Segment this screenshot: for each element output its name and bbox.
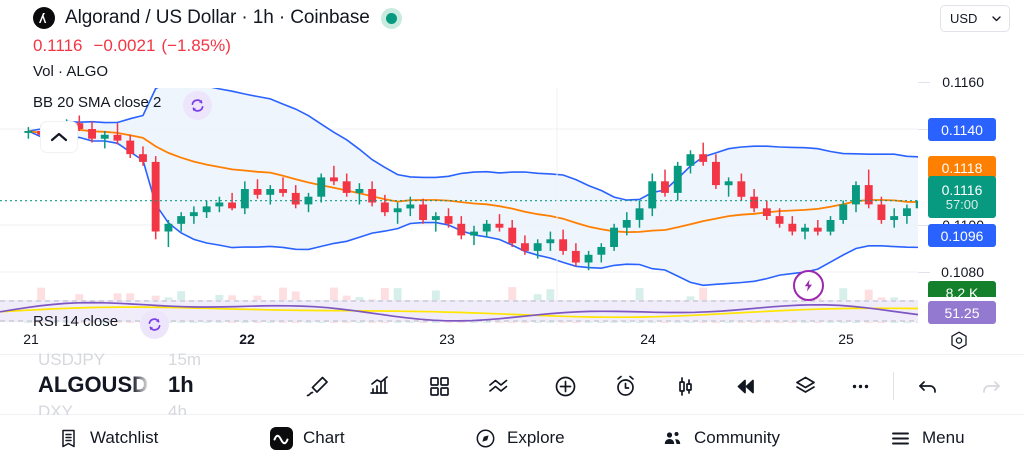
nav-menu-label: Menu: [922, 428, 965, 447]
undo-button[interactable]: [913, 370, 945, 402]
axis-tick-mark: [918, 82, 930, 83]
price-axis-tick: 0.1160: [942, 74, 984, 90]
chart-settings-icon[interactable]: [948, 330, 970, 352]
vertical-gridline: [556, 88, 558, 325]
more-options-button[interactable]: [844, 370, 876, 402]
chart-toolbar: USDJPY ALGOUSD DXY 15m 1h 4h: [0, 350, 1024, 421]
nav-chart[interactable]: Chart: [270, 415, 345, 461]
time-axis-tick: 25: [838, 331, 854, 347]
rsi-value-badge[interactable]: 51.25: [928, 301, 996, 324]
nav-watchlist-label: Watchlist: [90, 428, 159, 447]
sma-price-badge[interactable]: 0.1118: [928, 156, 996, 179]
list-document-icon: [56, 426, 80, 450]
symbol-option-previous[interactable]: USDJPY: [38, 350, 106, 369]
rsi-legend[interactable]: RSI 14 close: [33, 313, 119, 330]
chevrons-icon: [488, 379, 507, 392]
axis-tick-mark: [918, 129, 930, 130]
last-price: 0.1116: [33, 36, 83, 55]
price-change-absolute: −0.0021: [93, 36, 156, 55]
timeframe-option-previous[interactable]: 15m: [168, 350, 202, 369]
time-axis-tick: 24: [640, 331, 656, 347]
nav-menu[interactable]: Menu: [888, 415, 965, 461]
rsi-pane[interactable]: [0, 297, 918, 325]
candlestick-plot: [0, 88, 918, 323]
hamburger-icon: [888, 426, 912, 450]
draw-tools-button[interactable]: [303, 370, 335, 402]
time-axis-tick: 21: [23, 331, 39, 347]
layers-icon: [795, 376, 815, 393]
layouts-button[interactable]: [423, 370, 455, 402]
currency-select[interactable]: USD: [940, 5, 1010, 32]
alarm-clock-icon: [616, 375, 634, 396]
grid-squares-icon: [429, 376, 449, 396]
indicators-button[interactable]: [363, 370, 395, 402]
symbol-header[interactable]: Algorand / US Dollar · 1h · Coinbase: [33, 5, 402, 31]
axis-tick-mark: [918, 225, 930, 226]
toolbar-divider: [893, 372, 894, 400]
time-axis-tick: 23: [439, 331, 455, 347]
symbol-picker[interactable]: USDJPY ALGOUSD DXY: [38, 348, 158, 422]
symbol-title: Algorand / US Dollar · 1h · Coinbase: [65, 7, 370, 28]
alerts-button[interactable]: [609, 370, 641, 402]
algorand-logo-icon: [33, 7, 55, 29]
compass-icon: [473, 426, 497, 450]
nav-explore[interactable]: Explore: [473, 415, 565, 461]
timeframe-picker[interactable]: 15m 1h 4h: [168, 348, 248, 422]
layers-button[interactable]: [789, 370, 821, 402]
nav-watchlist[interactable]: Watchlist: [56, 415, 158, 461]
last-price-badge[interactable]: 0.1116 57:00: [928, 176, 996, 218]
redo-arrow-icon: [982, 380, 1000, 393]
replay-button[interactable]: [729, 370, 761, 402]
bb-upper-price-badge[interactable]: 0.1140: [928, 118, 996, 141]
rsi-plot: [0, 300, 918, 322]
symbol-fade-mask: [132, 370, 150, 402]
bollinger-bands-legend[interactable]: BB 20 SMA close 2: [33, 94, 162, 111]
axis-tick-mark: [918, 272, 930, 273]
bb-lower-price-badge[interactable]: 0.1096: [928, 224, 996, 247]
quote-row: 0.1116 −0.0021 (−1.85%): [33, 36, 231, 56]
price-chart-canvas[interactable]: [0, 88, 918, 325]
chart-header: Algorand / US Dollar · 1h · Coinbase 0.1…: [0, 0, 1024, 88]
currency-label: USD: [950, 11, 978, 26]
price-axis-tick: 0.1080: [941, 264, 984, 280]
chevron-down-icon: [992, 16, 1001, 22]
volume-legend: Vol · ALGO: [33, 63, 109, 80]
lightning-bolt-icon[interactable]: [793, 270, 824, 301]
rewind-icon: [737, 379, 754, 393]
nav-explore-label: Explore: [507, 428, 565, 447]
bar-chart-icon: [369, 375, 388, 394]
nav-chart-label: Chart: [303, 428, 345, 447]
compare-button[interactable]: [483, 370, 515, 402]
time-axis[interactable]: 21 22 23 24 25: [0, 325, 1024, 355]
plus-circle-icon: [555, 376, 575, 396]
redo-button: [973, 370, 1005, 402]
people-icon: [660, 426, 684, 450]
bottom-navigation: Watchlist Chart Explore Community Menu: [0, 415, 1024, 461]
sync-refresh-icon[interactable]: [140, 310, 169, 339]
sync-refresh-icon[interactable]: [183, 91, 212, 120]
time-axis-tick: 22: [239, 331, 255, 347]
timeframe-option-selected[interactable]: 1h: [168, 372, 194, 397]
price-axis[interactable]: 0.11600.11400.11000.10800.11400.11180.11…: [918, 74, 1024, 325]
ellipsis-icon: [852, 384, 868, 388]
pencil-icon: [306, 376, 328, 396]
symbol-option-selected[interactable]: ALGOUSD: [38, 372, 148, 397]
rsi-axis[interactable]: 51.25: [918, 297, 1024, 325]
undo-arrow-icon: [918, 380, 936, 393]
nav-community[interactable]: Community: [660, 415, 780, 461]
chevron-up-icon: [50, 132, 68, 142]
candlestick-icon: [678, 376, 692, 396]
live-market-dot: [380, 7, 402, 29]
price-change-percent: (−1.85%): [161, 36, 231, 55]
chart-style-button[interactable]: [669, 370, 701, 402]
chart-wave-icon: [270, 426, 293, 450]
collapse-pane-button[interactable]: [41, 122, 77, 152]
add-button[interactable]: [549, 370, 581, 402]
nav-community-label: Community: [694, 428, 780, 447]
